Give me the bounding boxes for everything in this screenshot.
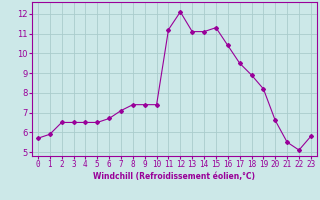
X-axis label: Windchill (Refroidissement éolien,°C): Windchill (Refroidissement éolien,°C) bbox=[93, 172, 255, 181]
